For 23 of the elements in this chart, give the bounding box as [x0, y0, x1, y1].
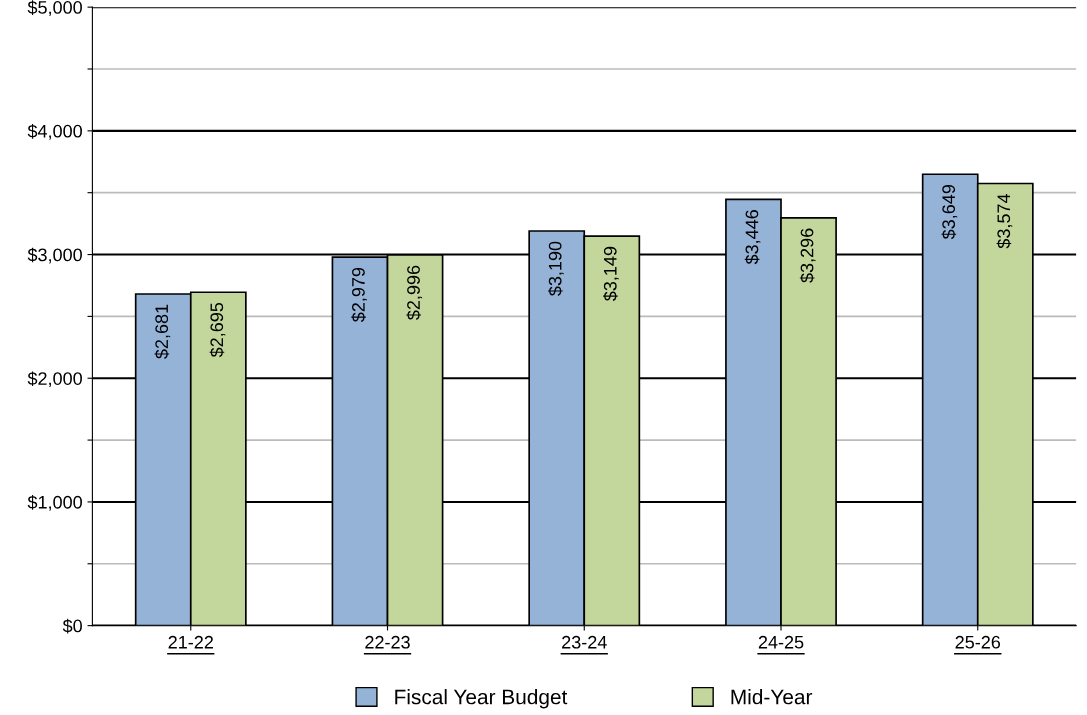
data-label: $3,149 [603, 246, 619, 302]
y-tick-label: $5,000 [27, 0, 82, 16]
data-label: $3,446 [744, 210, 761, 265]
data-label: $3,574 [996, 193, 1013, 249]
y-tick-label: $4,000 [27, 124, 82, 140]
data-label: $2,979 [351, 267, 367, 323]
data-label: $2,681 [154, 304, 171, 359]
y-tick-label: $1,000 [27, 495, 82, 511]
x-tick-label: 21-22 [168, 635, 213, 649]
x-tick-label: 25-26 [955, 635, 1001, 649]
data-label: $3,649 [941, 185, 958, 240]
data-label: $2,695 [209, 302, 226, 358]
data-label: $2,996 [406, 265, 423, 320]
x-tick-label: 23-24 [562, 635, 607, 649]
y-tick-label: $2,000 [27, 371, 82, 388]
data-label: $3,190 [548, 241, 564, 296]
x-tick-label: 24-25 [758, 635, 804, 649]
legend-label: Mid-Year [731, 689, 813, 705]
y-tick-label: $0 [62, 618, 82, 634]
x-tick-label: 22-23 [365, 635, 410, 649]
y-tick-label: $3,000 [27, 247, 82, 264]
legend-label: Fiscal Year Budget [395, 689, 568, 709]
data-label: $3,296 [799, 228, 816, 283]
